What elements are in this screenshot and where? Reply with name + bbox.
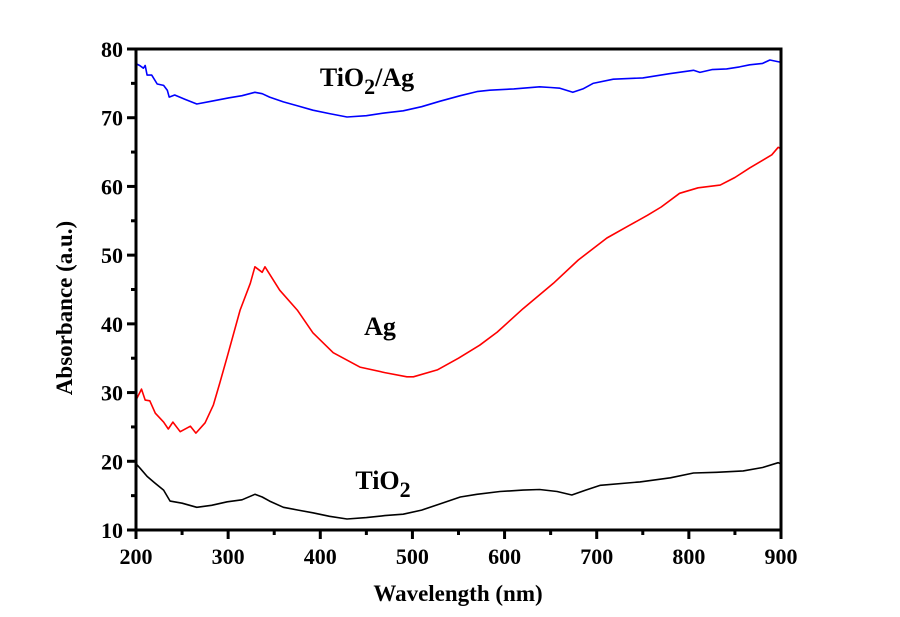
x-tick-label: 300 bbox=[212, 544, 245, 569]
y-tick-label: 40 bbox=[101, 312, 123, 337]
series-layer bbox=[135, 59, 782, 520]
x-axis-title: Wavelength (nm) bbox=[373, 581, 542, 606]
x-tick-label: 400 bbox=[304, 544, 337, 569]
x-tick-label: 500 bbox=[396, 544, 429, 569]
series-label-tio2: TiO2 bbox=[355, 466, 410, 502]
x-tick-label: 800 bbox=[672, 544, 705, 569]
y-tick-label: 50 bbox=[101, 243, 123, 268]
x-tick-label: 200 bbox=[120, 544, 153, 569]
series-line-tio2 bbox=[135, 461, 782, 520]
y-tick-label: 10 bbox=[101, 518, 123, 543]
x-tick-label: 600 bbox=[488, 544, 521, 569]
ticks-layer: 200 300 400 500 600 700 800 900 10 20 30 40 50 60 70 80 bbox=[101, 37, 798, 569]
x-tick-label: 900 bbox=[765, 544, 798, 569]
plot-frame bbox=[134, 47, 783, 532]
y-axis-title: Absorbance (a.u.) bbox=[52, 221, 77, 395]
y-tick-label: 20 bbox=[101, 449, 123, 474]
x-tick-label: 700 bbox=[580, 544, 613, 569]
y-tick-label: 70 bbox=[101, 106, 123, 131]
y-tick-label: 80 bbox=[101, 37, 123, 62]
series-label-tio2-ag: TiO2/Ag bbox=[320, 63, 414, 99]
y-tick-label: 30 bbox=[101, 381, 123, 406]
y-tick-label: 60 bbox=[101, 174, 123, 199]
series-line-tio2-ag bbox=[135, 59, 782, 118]
series-label-ag: Ag bbox=[364, 312, 396, 341]
series-line-ag bbox=[135, 146, 782, 434]
labels-layer: TiO2/Ag Ag TiO2 bbox=[320, 63, 414, 502]
